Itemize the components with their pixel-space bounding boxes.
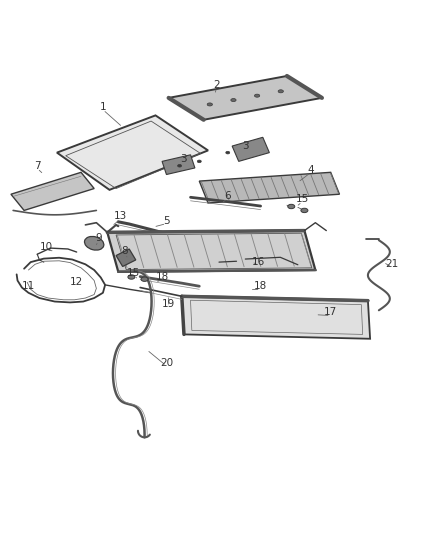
Text: 18: 18 [254,281,267,291]
Text: 6: 6 [224,191,231,201]
Text: 17: 17 [324,308,337,318]
Text: 1: 1 [99,102,106,111]
Ellipse shape [288,204,295,209]
Polygon shape [232,138,269,161]
Ellipse shape [226,151,230,154]
Polygon shape [199,172,339,203]
Text: 9: 9 [95,233,102,243]
Ellipse shape [141,277,148,281]
Ellipse shape [128,275,135,279]
Ellipse shape [177,165,181,167]
Polygon shape [57,115,208,190]
Text: 16: 16 [252,257,265,267]
Text: 3: 3 [242,141,249,151]
Text: 5: 5 [163,215,170,225]
Text: 15: 15 [296,193,309,204]
Ellipse shape [197,160,201,163]
Text: 3: 3 [180,154,187,164]
Ellipse shape [301,208,308,213]
Text: 11: 11 [22,281,35,291]
Text: 4: 4 [307,165,314,175]
Polygon shape [116,249,136,266]
Text: 12: 12 [70,277,83,287]
Text: 20: 20 [160,358,173,368]
Polygon shape [169,76,322,120]
Text: 10: 10 [39,242,53,252]
Text: 2: 2 [213,80,220,90]
Text: 8: 8 [121,246,128,256]
Text: 18: 18 [155,272,169,282]
Polygon shape [11,172,94,211]
Polygon shape [182,296,370,339]
Ellipse shape [231,99,236,102]
Text: 21: 21 [385,260,399,269]
Ellipse shape [207,103,212,106]
Ellipse shape [278,90,283,93]
Text: 13: 13 [114,211,127,221]
Ellipse shape [254,94,260,97]
Ellipse shape [85,237,104,250]
Text: 19: 19 [162,298,175,309]
Text: 7: 7 [34,161,41,171]
Text: 15: 15 [127,268,140,278]
Polygon shape [107,231,315,272]
Polygon shape [162,155,195,174]
